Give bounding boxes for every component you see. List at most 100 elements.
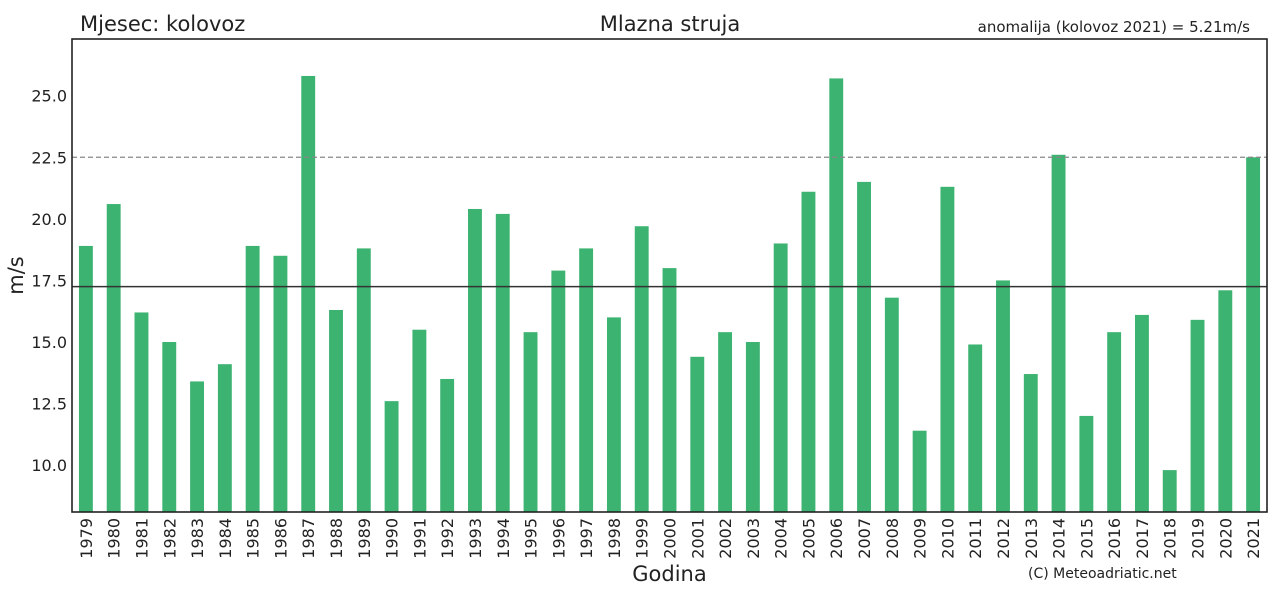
bar — [1134, 314, 1149, 512]
bar — [329, 309, 343, 512]
bar — [745, 342, 760, 512]
x-tick-label: 2009 — [911, 518, 930, 559]
x-tick-label: 1980 — [105, 518, 124, 559]
x-tick-label: 1987 — [299, 518, 318, 559]
x-tick-label: 2003 — [744, 518, 763, 559]
bar — [106, 204, 121, 512]
x-tick-label: 2018 — [1161, 518, 1180, 559]
y-tick-label: 10.0 — [31, 456, 67, 475]
bar — [245, 245, 260, 512]
x-tick-label: 1997 — [577, 518, 596, 559]
x-tick-label: 1993 — [466, 518, 485, 559]
x-tick-label: 1994 — [494, 518, 513, 559]
y-tick-label: 22.5 — [31, 148, 67, 167]
bar — [579, 248, 594, 512]
x-tick-label: 2013 — [1022, 518, 1041, 559]
x-tick-label: 2015 — [1077, 518, 1096, 559]
bar — [440, 378, 455, 512]
copyright-text: (C) Meteoadriatic.net — [1028, 566, 1177, 582]
x-tick-label: 2014 — [1050, 518, 1069, 559]
x-tick-label: 2016 — [1105, 518, 1124, 559]
bar — [884, 297, 899, 512]
x-tick-label: 2011 — [966, 518, 985, 559]
bar — [384, 401, 399, 512]
x-tick-label: 1998 — [605, 518, 624, 559]
bar — [1218, 290, 1233, 512]
bar — [968, 344, 983, 512]
x-tick-label: 2002 — [716, 518, 735, 559]
x-tick-label: 1989 — [355, 518, 374, 559]
x-tick-label: 1983 — [188, 518, 207, 559]
x-tick-label: 2021 — [1244, 518, 1263, 559]
x-tick-label: 2000 — [661, 518, 680, 559]
bar — [412, 329, 427, 512]
x-tick-label: 1991 — [410, 518, 429, 559]
bar — [495, 213, 510, 513]
y-tick-label: 20.0 — [31, 210, 67, 229]
bar — [857, 181, 871, 512]
x-tick-label: 1986 — [271, 518, 290, 559]
x-tick-label: 1982 — [160, 518, 179, 559]
bar — [1023, 374, 1038, 512]
x-tick-label: 1990 — [383, 518, 402, 559]
x-tick-label: 2005 — [799, 518, 818, 559]
bar — [1162, 470, 1177, 512]
y-tick-label: 12.5 — [31, 395, 67, 414]
bar — [1079, 415, 1094, 512]
bar — [217, 364, 232, 512]
y-tick-label: 17.5 — [31, 271, 67, 290]
bar — [690, 356, 705, 512]
bar — [468, 208, 482, 512]
x-tick-label: 1999 — [633, 518, 652, 559]
x-tick-label: 2001 — [688, 518, 707, 559]
x-tick-label: 2007 — [855, 518, 874, 559]
bar — [190, 381, 205, 512]
plot-frame — [71, 38, 1268, 513]
x-tick-label: 1988 — [327, 518, 346, 559]
bar — [829, 78, 844, 513]
bar — [1107, 332, 1122, 512]
x-tick-label: 1985 — [244, 518, 263, 559]
x-tick-label: 1984 — [216, 518, 235, 559]
bar — [940, 186, 955, 512]
y-tick-label: 25.0 — [31, 87, 67, 106]
x-tick-label: 2017 — [1133, 518, 1152, 559]
chart-title: Mlazna struja — [599, 12, 741, 36]
bar — [912, 430, 927, 512]
bar — [78, 245, 93, 512]
x-tick-label: 2008 — [883, 518, 902, 559]
x-tick-label: 1995 — [522, 518, 541, 559]
bar — [662, 268, 677, 512]
bar — [273, 255, 288, 512]
bar — [356, 248, 371, 512]
bar — [773, 243, 788, 513]
x-tick-label: 2010 — [938, 518, 957, 559]
x-tick-label: 1992 — [438, 518, 457, 559]
bar — [1246, 157, 1261, 512]
bar — [801, 191, 816, 513]
bar — [162, 342, 177, 512]
bar — [1051, 154, 1066, 513]
x-tick-label: 2019 — [1189, 518, 1208, 559]
bar — [551, 270, 566, 512]
x-tick-label: 1996 — [549, 518, 568, 559]
bar — [523, 332, 538, 512]
x-tick-label: 2020 — [1216, 518, 1235, 559]
bar — [996, 280, 1010, 512]
y-axis-label: m/s — [4, 256, 28, 294]
bar — [1190, 319, 1205, 512]
month-label: Mjesec: kolovoz — [80, 12, 246, 36]
bar — [718, 332, 733, 512]
bar — [134, 312, 149, 512]
x-tick-label: 2006 — [827, 518, 846, 559]
bar — [634, 226, 649, 512]
bar — [301, 75, 316, 512]
y-tick-label: 15.0 — [31, 333, 67, 352]
x-tick-label: 1979 — [77, 518, 96, 559]
x-tick-label: 1981 — [132, 518, 151, 559]
x-axis-label: Godina — [632, 562, 706, 586]
x-tick-label: 2012 — [994, 518, 1013, 559]
bar — [606, 317, 621, 512]
anomaly-label: anomalija (kolovoz 2021) = 5.21m/s — [977, 18, 1250, 36]
